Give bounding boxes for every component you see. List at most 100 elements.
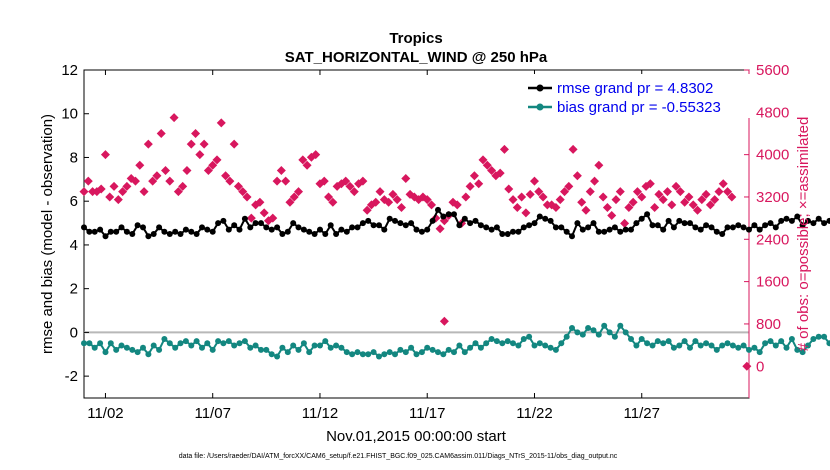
rmse-point <box>338 226 345 233</box>
obs-assimilated-point <box>148 176 158 186</box>
x-tick-label: 11/17 <box>409 405 445 422</box>
rmse-point <box>499 231 506 237</box>
bias-point <box>552 346 559 353</box>
rmse-point <box>542 215 549 222</box>
obs-assimilated-point <box>624 203 634 213</box>
obs-assimilated-point <box>251 200 261 210</box>
legend-bias-label: bias grand pr = -0.55323 <box>557 99 721 116</box>
obs-assimilated-point <box>375 187 385 197</box>
obs-assimilated-point <box>607 210 617 220</box>
obs-assimilated-point <box>701 189 711 199</box>
rmse-point <box>290 220 297 227</box>
bias-point <box>708 342 715 349</box>
obs-assimilated-point <box>697 195 707 205</box>
rmse-point <box>569 233 575 240</box>
bias-point <box>821 333 828 340</box>
bias-point <box>810 336 817 342</box>
y-tick-label: 6 <box>70 193 78 210</box>
obs-assimilated-point <box>371 197 381 207</box>
rmse-point <box>397 220 404 227</box>
bias-point <box>343 349 350 356</box>
obs-assimilated-point <box>538 192 548 202</box>
bias-point <box>762 340 769 347</box>
y-tick-label: 12 <box>61 62 78 79</box>
bias-point <box>767 338 774 345</box>
bias-point <box>429 346 436 353</box>
rmse-point <box>429 217 436 224</box>
rmse-point <box>134 222 141 229</box>
y-tick-label-right: 0 <box>756 358 764 375</box>
rmse-point <box>268 226 275 233</box>
bias-point <box>386 349 393 356</box>
rmse-point <box>182 226 189 233</box>
bias-point <box>107 340 114 347</box>
bias-point <box>606 329 613 336</box>
rmse-point <box>611 224 618 231</box>
x-tick-label: 11/22 <box>516 405 552 422</box>
x-axis-label: Nov.01,2015 00:00:00 start <box>326 428 507 445</box>
obs-assimilated-point <box>83 176 93 186</box>
rmse-point <box>515 228 522 235</box>
rmse-point <box>826 217 830 224</box>
bias-point <box>536 340 543 347</box>
bias-point <box>236 340 243 347</box>
bias-point <box>123 344 130 351</box>
legend: rmse grand pr = 4.8302 bias grand pr = -… <box>524 74 756 118</box>
obs-assimilated-point <box>581 205 591 215</box>
rmse-point <box>311 231 318 237</box>
rmse-point <box>735 222 742 229</box>
rmse-point <box>644 211 651 218</box>
obs-assimilated-point <box>100 150 110 160</box>
obs-assimilated-point <box>564 181 574 191</box>
bias-point <box>413 351 420 358</box>
rmse-point <box>359 220 366 227</box>
obs-assimilated-point <box>435 224 445 234</box>
rmse-point <box>279 231 286 237</box>
rmse-point <box>150 231 157 237</box>
rmse-point <box>638 215 645 222</box>
bias-point <box>563 333 570 340</box>
rmse-point <box>510 228 516 235</box>
rmse-point <box>563 228 570 235</box>
obs-assimilated-point <box>255 197 265 207</box>
rmse-point <box>97 226 104 233</box>
bias-point <box>91 344 98 351</box>
bias-point <box>397 346 404 353</box>
x-tick-label: 11/12 <box>302 405 338 422</box>
rmse-point <box>440 213 447 220</box>
rmse-point <box>402 222 409 229</box>
bias-point <box>354 349 361 356</box>
bias-point <box>408 344 415 351</box>
bias-point <box>504 338 511 345</box>
obs-assimilated-point <box>229 139 239 149</box>
bias-point <box>215 338 222 345</box>
obs-assimilated-point <box>675 187 685 197</box>
rmse-point <box>472 217 479 224</box>
data-file-note: data file: /Users/raeder/DAI/ATM_forcXX/… <box>179 453 618 460</box>
x-axis: 11/02 11/07 11/12 11/17 11/22 11/27 <box>87 70 660 422</box>
rmse-point <box>493 224 500 231</box>
rmse-point <box>821 220 828 227</box>
bias-point <box>182 338 189 345</box>
bias-point <box>81 340 87 347</box>
rmse-point <box>258 220 264 227</box>
bias-point <box>531 342 538 349</box>
bias-point <box>493 338 500 345</box>
obs-assimilated-point <box>191 128 201 138</box>
rmse-point <box>461 215 468 222</box>
y-tick-label-right: 5600 <box>756 62 789 79</box>
obs-assimilated-point <box>590 176 600 186</box>
rmse-point <box>145 233 152 240</box>
obs-assimilated-point <box>572 171 582 181</box>
rmse-point <box>177 231 184 237</box>
bias-point <box>140 344 146 351</box>
bias-point <box>102 349 109 356</box>
bias-point <box>729 342 736 349</box>
obs-assimilated-point <box>113 195 123 205</box>
obs-assimilated-point <box>345 181 355 191</box>
bias-point <box>687 344 693 351</box>
obs-assimilated-point <box>560 187 570 197</box>
rmse-point <box>376 222 382 229</box>
bias-point <box>746 346 752 353</box>
obs-assimilated-point <box>281 176 291 186</box>
